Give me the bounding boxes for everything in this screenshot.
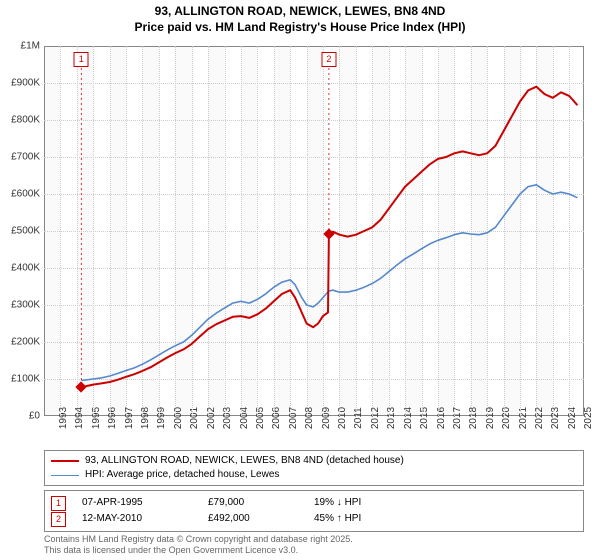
chart-plot-area: £0£100K£200K£300K£400K£500K£600K£700K£80… — [44, 46, 584, 416]
sales-row-number: 1 — [51, 496, 66, 511]
sales-row-date: 12-MAY-2010 — [82, 511, 192, 527]
legend-row: HPI: Average price, detached house, Lewe… — [51, 468, 577, 482]
legend-label: HPI: Average price, detached house, Lewe… — [85, 468, 279, 482]
y-axis-label: £800K — [11, 115, 40, 126]
y-axis-label: £700K — [11, 152, 40, 163]
y-axis-label: £1M — [21, 41, 40, 52]
sales-row: 1 07-APR-1995 £79,000 19% ↓ HPI — [51, 495, 577, 511]
sales-row-hpi: 19% ↓ HPI — [314, 495, 424, 511]
legend-swatch — [51, 460, 79, 462]
legend: 93, ALLINGTON ROAD, NEWICK, LEWES, BN8 4… — [44, 450, 584, 486]
y-axis-label: £200K — [11, 337, 40, 348]
chart-title: 93, ALLINGTON ROAD, NEWICK, LEWES, BN8 4… — [0, 0, 600, 35]
sales-row-hpi: 45% ↑ HPI — [314, 511, 424, 527]
y-axis-label: £100K — [11, 374, 40, 385]
legend-swatch — [51, 475, 79, 476]
legend-label: 93, ALLINGTON ROAD, NEWICK, LEWES, BN8 4… — [85, 454, 404, 468]
y-axis-label: £600K — [11, 189, 40, 200]
footer-line-1: Contains HM Land Registry data © Crown c… — [44, 534, 584, 545]
sale-marker-label: 1 — [74, 52, 89, 67]
y-axis-label: £400K — [11, 263, 40, 274]
footer-attribution: Contains HM Land Registry data © Crown c… — [44, 534, 584, 556]
y-axis-label: £500K — [11, 226, 40, 237]
sales-row-price: £492,000 — [208, 511, 298, 527]
sales-row-date: 07-APR-1995 — [82, 495, 192, 511]
y-axis-label: £0 — [29, 411, 40, 422]
title-line-2: Price paid vs. HM Land Registry's House … — [0, 20, 600, 36]
y-axis-label: £900K — [11, 78, 40, 89]
sales-row-number: 2 — [51, 512, 66, 527]
legend-row: 93, ALLINGTON ROAD, NEWICK, LEWES, BN8 4… — [51, 454, 577, 468]
title-line-1: 93, ALLINGTON ROAD, NEWICK, LEWES, BN8 4… — [0, 4, 600, 20]
y-axis-label: £300K — [11, 300, 40, 311]
sale-marker-label: 2 — [321, 52, 336, 67]
sales-row: 2 12-MAY-2010 £492,000 45% ↑ HPI — [51, 511, 577, 527]
chart-lines — [44, 46, 584, 416]
series-line-hpi — [81, 185, 577, 381]
sales-table: 1 07-APR-1995 £79,000 19% ↓ HPI 2 12-MAY-2010… — [44, 490, 584, 532]
footer-line-2: This data is licensed under the Open Gov… — [44, 545, 584, 556]
sales-row-price: £79,000 — [208, 495, 298, 511]
